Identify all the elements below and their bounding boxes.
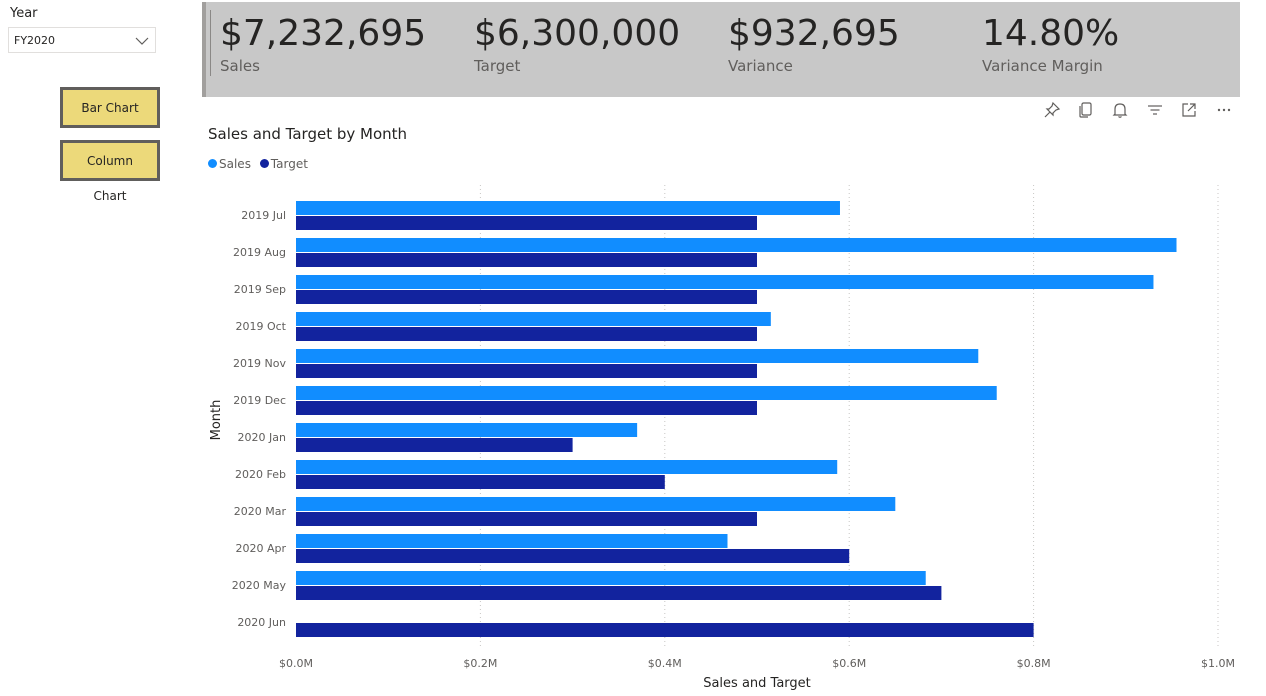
bar-target[interactable] (296, 401, 757, 415)
bar-sales[interactable] (296, 275, 1154, 289)
legend-label: Sales (219, 157, 251, 171)
x-axis-title: Sales and Target (703, 676, 811, 691)
kpi-label: Sales (220, 57, 260, 75)
chart-title: Sales and Target by Month (208, 125, 408, 143)
kpi-variance: $932,695 Variance (728, 12, 900, 76)
kpi-label: Variance (728, 57, 793, 75)
chevron-down-icon (135, 37, 149, 45)
legend-marker-target (259, 159, 269, 168)
slicer-title: Year (10, 6, 38, 21)
bar-sales[interactable] (296, 534, 728, 548)
chart-legend: Sales Target (208, 157, 313, 171)
y-tick-label: 2020 Mar (234, 505, 287, 518)
legend-label: Target (270, 157, 308, 171)
kpi-sales: $7,232,695 Sales (220, 12, 426, 76)
bar-sales[interactable] (296, 386, 997, 400)
kpi-target: $6,300,000 Target (474, 12, 680, 76)
x-tick-label: $0.2M (463, 657, 497, 670)
x-tick-label: $0.6M (832, 657, 866, 670)
bar-target[interactable] (296, 586, 942, 600)
more-options-icon[interactable] (1214, 100, 1234, 120)
y-tick-label: 2019 Dec (233, 394, 286, 407)
y-tick-label: 2020 Jun (237, 616, 286, 629)
bar-target[interactable] (296, 623, 1034, 637)
y-axis-title: Month (209, 400, 224, 441)
y-tick-label: 2019 Aug (233, 246, 286, 259)
y-tick-label: 2019 Jul (241, 209, 286, 222)
legend-marker-sales (208, 159, 217, 168)
kpi-value: $932,695 (728, 13, 900, 54)
bar-sales[interactable] (296, 571, 926, 585)
bar-chart-button[interactable]: Bar Chart (60, 87, 160, 128)
y-tick-label: 2020 Feb (235, 468, 286, 481)
focus-mode-icon[interactable] (1179, 100, 1199, 120)
kpi-value: $6,300,000 (474, 13, 681, 54)
y-tick-label: 2019 Nov (233, 357, 286, 370)
kpi-divider (210, 10, 211, 76)
x-tick-label: $0.4M (648, 657, 682, 670)
bar-target[interactable] (296, 216, 757, 230)
y-tick-label: 2020 Jan (238, 431, 286, 444)
bar-target[interactable] (296, 438, 573, 452)
x-tick-label: $0.8M (1017, 657, 1051, 670)
bar-sales[interactable] (296, 423, 638, 437)
x-tick-label: $1.0M (1201, 657, 1235, 670)
bar-sales[interactable] (296, 349, 979, 363)
bar-sales[interactable] (296, 312, 771, 326)
y-tick-label: 2019 Oct (235, 320, 286, 333)
y-tick-label: 2019 Sep (234, 283, 286, 296)
kpi-label: Target (474, 57, 521, 75)
bar-target[interactable] (296, 475, 665, 489)
kpi-variance-margin: 14.80% Variance Margin (982, 12, 1119, 76)
bar-target[interactable] (296, 364, 757, 378)
bar-target[interactable] (296, 253, 757, 267)
bar-sales[interactable] (296, 238, 1177, 252)
bell-icon[interactable] (1110, 100, 1130, 120)
bar-sales[interactable] (296, 201, 840, 215)
x-tick-label: $0.0M (279, 657, 313, 670)
y-tick-label: 2020 Apr (235, 542, 286, 555)
bar-target[interactable] (296, 549, 850, 563)
bar-target[interactable] (296, 327, 757, 341)
year-slicer: Year FY2020 (8, 6, 158, 53)
bar-target[interactable] (296, 512, 757, 526)
pin-icon[interactable] (1042, 100, 1062, 120)
kpi-strip: $7,232,695 Sales $6,300,000 Target $932,… (202, 2, 1240, 97)
bar-sales[interactable] (296, 497, 896, 511)
bar-sales[interactable] (296, 460, 838, 474)
copy-icon[interactable] (1076, 100, 1096, 120)
kpi-label: Variance Margin (982, 57, 1103, 75)
bar-target[interactable] (296, 290, 757, 304)
kpi-value: 14.80% (982, 13, 1120, 54)
legend-item-sales[interactable]: Sales (208, 157, 251, 171)
year-dropdown[interactable]: FY2020 (8, 27, 156, 53)
year-dropdown-value: FY2020 (14, 34, 56, 47)
legend-item-target[interactable]: Target (259, 157, 308, 171)
y-tick-label: 2020 May (232, 579, 287, 592)
column-chart-button[interactable]: Column Chart (60, 140, 160, 203)
kpi-value: $7,232,695 (220, 13, 427, 54)
filter-icon[interactable] (1145, 100, 1165, 120)
